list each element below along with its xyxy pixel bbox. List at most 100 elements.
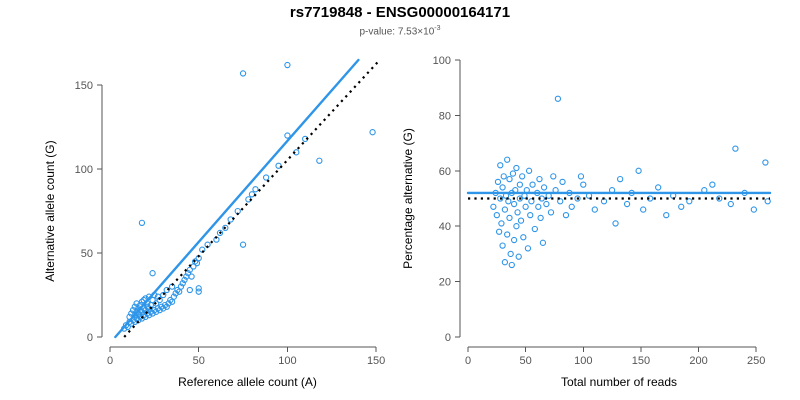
data-point xyxy=(144,303,151,310)
data-point xyxy=(316,157,323,164)
y-tick-label: 150 xyxy=(75,80,93,92)
data-point xyxy=(165,300,172,307)
data-point xyxy=(501,206,509,213)
data-point xyxy=(163,286,170,294)
data-point xyxy=(167,296,174,304)
y-axis-title: Alternative allele count (G) xyxy=(43,140,57,281)
data-point xyxy=(152,308,160,315)
data-point xyxy=(559,178,566,186)
data-point xyxy=(181,276,188,284)
data-point xyxy=(160,291,167,299)
data-point xyxy=(557,198,564,205)
data-point xyxy=(547,209,555,216)
y-tick-label: 100 xyxy=(433,55,451,67)
data-point xyxy=(509,170,517,177)
x-tick-label: 150 xyxy=(632,355,650,367)
data-point xyxy=(506,175,513,183)
data-point xyxy=(519,173,526,180)
data-point xyxy=(750,206,758,213)
data-point xyxy=(612,220,619,227)
data-point xyxy=(539,239,547,246)
data-point xyxy=(501,259,509,266)
data-point xyxy=(506,214,513,222)
data-point xyxy=(574,195,581,202)
panel-left: 0 50 100 150 0 50 100 150 Reference allele count… xyxy=(43,58,385,389)
data-point xyxy=(497,162,504,169)
data-point xyxy=(635,167,642,174)
data-point xyxy=(499,242,506,249)
data-point xyxy=(536,175,543,183)
data-point xyxy=(145,312,153,319)
data-point xyxy=(494,178,502,186)
data-point xyxy=(284,61,291,69)
data-point xyxy=(186,266,193,273)
data-point xyxy=(161,301,169,309)
x-tick-label: 50 xyxy=(520,355,532,367)
data-point xyxy=(550,173,557,180)
data-point xyxy=(192,258,199,265)
x-tick-label: 0 xyxy=(107,355,113,367)
y-tick-label: 100 xyxy=(75,164,93,176)
data-point xyxy=(529,181,536,188)
data-point xyxy=(577,173,585,180)
data-point xyxy=(655,184,662,191)
data-point xyxy=(508,261,515,269)
x-axis-title: Reference allele count (A) xyxy=(178,375,317,389)
data-point xyxy=(195,285,202,292)
data-point xyxy=(222,224,229,232)
data-point xyxy=(686,198,693,205)
data-point xyxy=(640,206,647,213)
data-point xyxy=(163,303,170,310)
data-point xyxy=(252,186,259,193)
data-point xyxy=(154,293,162,300)
data-point xyxy=(128,310,135,317)
data-point xyxy=(177,283,185,290)
data-point xyxy=(762,159,769,166)
data-point xyxy=(199,246,206,253)
pvalue-exponent: -3 xyxy=(434,25,441,32)
data-point xyxy=(562,211,570,219)
x-tick-label: 0 xyxy=(465,355,471,367)
data-point xyxy=(138,298,146,305)
data-point xyxy=(513,164,520,172)
data-point xyxy=(188,273,195,280)
data-point xyxy=(520,234,527,241)
x-tick-label: 50 xyxy=(193,355,205,367)
data-point xyxy=(513,223,520,230)
data-point xyxy=(568,203,575,210)
data-point xyxy=(510,236,518,244)
data-point xyxy=(149,270,156,277)
data-point xyxy=(623,200,631,208)
x-axis-title: Total number of reads xyxy=(561,375,677,389)
data-point xyxy=(493,211,500,219)
data-point xyxy=(540,184,548,191)
data-point xyxy=(531,225,538,233)
y-tick-label: 80 xyxy=(439,110,451,122)
data-point xyxy=(516,195,524,202)
data-point xyxy=(195,288,202,295)
data-point xyxy=(522,203,529,210)
y-axis-title: Percentage alternative (G) xyxy=(401,128,415,269)
data-point xyxy=(149,310,156,317)
data-point xyxy=(138,219,146,226)
data-point xyxy=(580,181,587,188)
data-point xyxy=(172,290,179,297)
x-tick-label: 250 xyxy=(747,355,765,367)
x-tick-label: 100 xyxy=(574,355,592,367)
x-tick-label: 150 xyxy=(367,355,385,367)
data-point xyxy=(131,312,138,319)
data-point xyxy=(156,306,163,314)
data-point xyxy=(764,198,771,205)
data-point xyxy=(543,200,550,208)
data-point xyxy=(499,184,506,191)
data-point xyxy=(591,206,598,213)
y-tick-label: 0 xyxy=(445,332,451,344)
identity-reference xyxy=(123,59,381,338)
data-point xyxy=(498,220,505,227)
panel-right: 0 20 40 60 80 100 0 50 100 150 200 250 Total number … xyxy=(401,55,772,389)
data-point xyxy=(500,173,507,180)
data-point xyxy=(262,174,270,181)
data-point xyxy=(239,70,247,77)
data-point xyxy=(517,217,525,224)
